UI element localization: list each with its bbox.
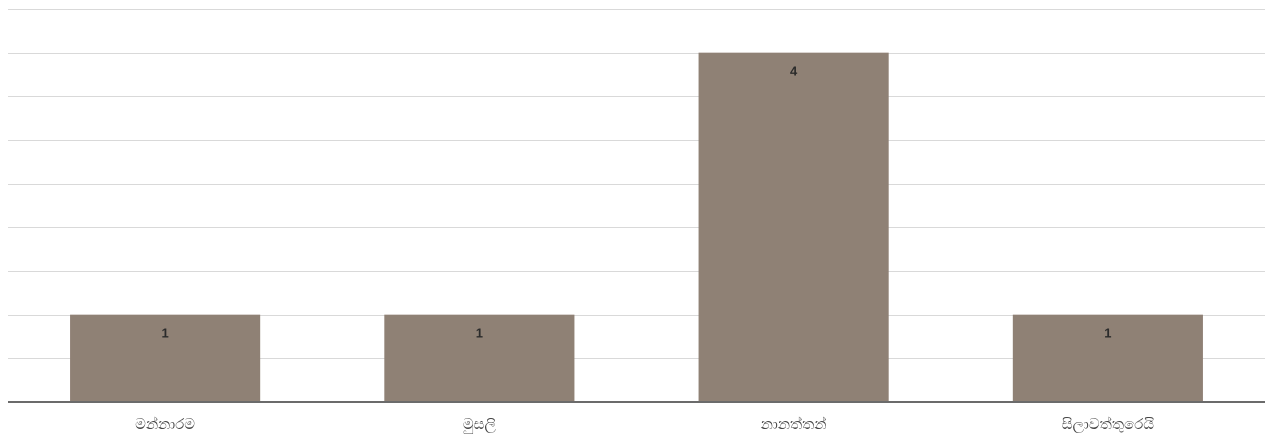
bar bbox=[70, 314, 261, 402]
bar-value-label: 4 bbox=[790, 64, 798, 79]
x-tick-label: මන්නාරම bbox=[135, 415, 195, 433]
bar bbox=[1012, 314, 1203, 402]
gridlines bbox=[8, 9, 1265, 359]
bar-value-label: 1 bbox=[162, 326, 169, 341]
data-labels: 1 1 4 1 bbox=[162, 64, 1112, 341]
x-axis-tick-labels: මන්නාරම මුසලි නානත්තන් සිලාවත්තුරෙයි bbox=[135, 415, 1154, 434]
bar-value-label: 1 bbox=[476, 326, 483, 341]
x-tick-label: සිලාවත්තුරෙයි bbox=[1062, 415, 1155, 433]
bar-value-label: 1 bbox=[1104, 326, 1111, 341]
bar bbox=[384, 314, 575, 402]
bar bbox=[698, 52, 889, 403]
x-tick-label: නානත්තන් bbox=[761, 415, 827, 433]
bars bbox=[70, 52, 1203, 403]
x-tick-label: මුසලි bbox=[463, 415, 497, 434]
